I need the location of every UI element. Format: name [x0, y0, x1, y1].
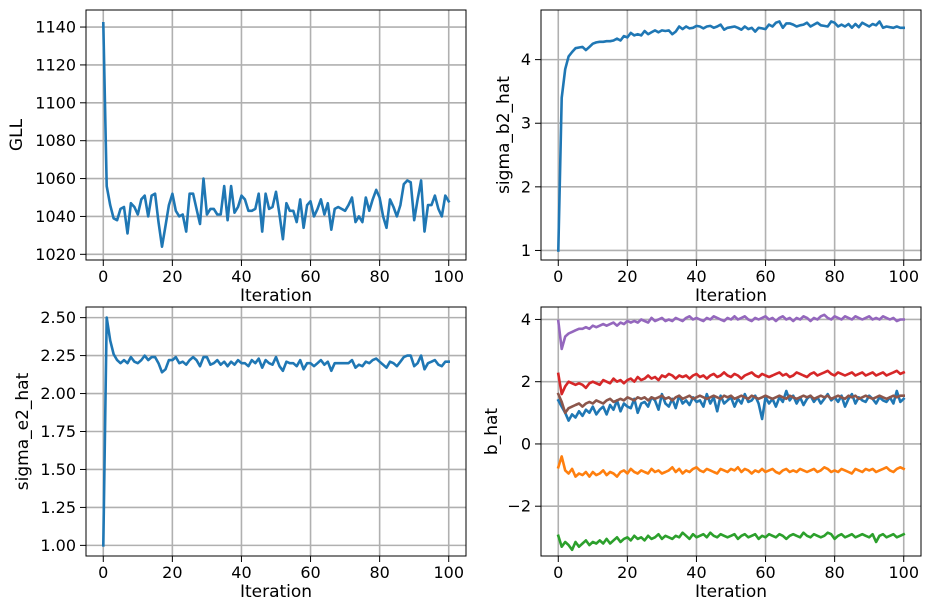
sigma-e2-hat-ytick-label: 1.00: [40, 536, 76, 555]
gll-ytick-label: 1080: [35, 131, 76, 150]
subplot-gll: 0 20 40 60 80 100 1020 1040 1060 1080 1100 1120 1140…: [7, 9, 467, 306]
b-hat-ytick-label: 0: [521, 434, 531, 453]
b-hat-xtick-label: 20: [617, 563, 637, 582]
gll-xtick-label: 60: [300, 267, 320, 286]
sigma-e2-hat-ylabel: sigma_e2_hat: [13, 372, 33, 490]
sigma-e2-hat-ytick-label: 2.00: [40, 384, 76, 403]
sigma-b2-hat-axes-frame: [540, 9, 922, 261]
sigma-b2-hat-ylabel: sigma_b2_hat: [494, 76, 514, 194]
gll-xtick-label: 20: [162, 267, 182, 286]
subplot-sigma-e2-hat: 0 20 40 60 80 100 1.00 1.25 1.50 1.75 2.00 2.25 2.50…: [13, 306, 467, 602]
sigma-b2-hat-xlabel: Iteration: [695, 286, 767, 306]
b-hat-series-line-5: [556, 392, 906, 415]
sigma-e2-hat-xtick-label: 20: [162, 563, 182, 582]
b-hat-series-line-1: [556, 455, 906, 478]
gll-ytick-label: 1100: [35, 93, 76, 112]
gll-ytick-label: 1120: [35, 55, 76, 74]
sigma-b2-hat-ytick-label: 1: [521, 241, 531, 260]
sigma-e2-hat-xtick-label: 40: [231, 563, 251, 582]
b-hat-ytick-label: 4: [521, 310, 531, 329]
b-hat-series-line-3: [556, 369, 906, 396]
gll-ytick-label: 1020: [35, 245, 76, 264]
b-hat-xtick-label: 80: [824, 563, 844, 582]
sigma-e2-hat-xlabel: Iteration: [240, 582, 312, 602]
sigma-e2-hat-ytick-label: 2.25: [40, 346, 76, 365]
subplot-b-hat: 0 20 40 60 80 100 −2 0 2 4 Iteration b_hat: [482, 306, 922, 602]
b-hat-series-line-2: [556, 531, 906, 552]
b-hat-xlabel: Iteration: [695, 582, 767, 602]
sigma-e2-hat-ytick-label: 2.50: [40, 308, 76, 327]
gll-ytick-label: 1060: [35, 169, 76, 188]
b-hat-axes-frame: [540, 306, 922, 557]
gll-ytick-label: 1040: [35, 207, 76, 226]
sigma-b2-hat-xtick-label: 20: [617, 267, 637, 286]
b-hat-ylabel: b_hat: [482, 408, 502, 455]
sigma-e2-hat-ytick-label: 1.50: [40, 460, 76, 479]
sigma-b2-hat-xtick-label: 40: [686, 267, 706, 286]
sigma-b2-hat-ytick-label: 2: [521, 177, 531, 196]
sigma-b2-hat-xtick-label: 60: [755, 267, 775, 286]
gll-xtick-label: 40: [231, 267, 251, 286]
b-hat-series-line-4: [556, 313, 906, 351]
sigma-e2-hat-ytick-label: 1.25: [40, 498, 76, 517]
gll-axes-frame: [85, 9, 467, 261]
sigma-e2-hat-xtick-label: 60: [300, 563, 320, 582]
gll-xlabel: Iteration: [240, 286, 312, 306]
sigma-b2-hat-ytick-label: 3: [521, 114, 531, 133]
b-hat-xtick-label: 100: [888, 563, 919, 582]
sigma-e2-hat-xtick-label: 100: [433, 563, 464, 582]
gll-ytick-label: 1140: [35, 18, 76, 37]
sigma-e2-hat-series-line-0: [101, 316, 451, 547]
b-hat-xtick-label: 40: [686, 563, 706, 582]
b-hat-ytick-label: −2: [507, 497, 531, 516]
sigma-b2-hat-series-line-0: [556, 20, 906, 252]
sigma-b2-hat-xtick-label: 0: [553, 267, 563, 286]
sigma-b2-hat-xtick-label: 80: [824, 267, 844, 286]
gll-xtick-label: 80: [369, 267, 389, 286]
sigma-e2-hat-xtick-label: 0: [98, 563, 108, 582]
b-hat-xtick-label: 60: [755, 563, 775, 582]
subplot-sigma-b2-hat: 0 20 40 60 80 100 1 2 3 4 Iteration sigma_b2_hat: [494, 9, 922, 306]
gll-xtick-label: 100: [433, 267, 464, 286]
gll-series-line-0: [101, 21, 451, 248]
gll-xtick-label: 0: [98, 267, 108, 286]
b-hat-xtick-label: 0: [553, 563, 563, 582]
sigma-e2-hat-xtick-label: 80: [369, 563, 389, 582]
sigma-b2-hat-ytick-label: 4: [521, 50, 531, 69]
sigma-b2-hat-xtick-label: 100: [888, 267, 919, 286]
sigma-e2-hat-ytick-label: 1.75: [40, 422, 76, 441]
gll-ylabel: GLL: [7, 118, 27, 151]
b-hat-ytick-label: 2: [521, 372, 531, 391]
